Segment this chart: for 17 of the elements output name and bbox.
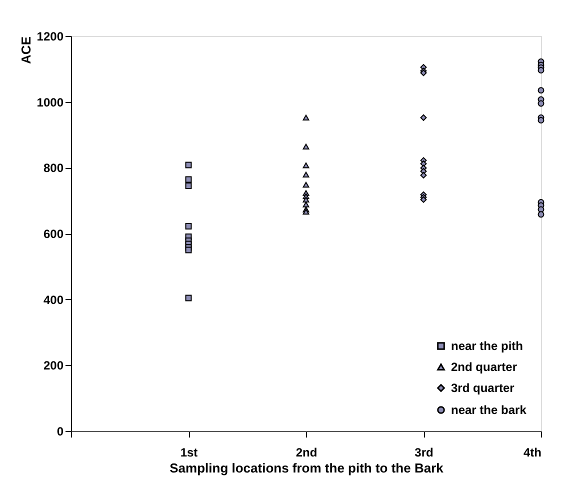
x-tick-label: 1st	[180, 446, 198, 460]
y-tick-label: 1000	[36, 95, 64, 110]
y-axis-title: ACE	[18, 36, 34, 64]
y-tick-label: 200	[43, 358, 64, 373]
y-tick-label: 400	[43, 292, 64, 307]
y-tick-label: 0	[56, 424, 64, 438]
x-tick-label: 3rd	[414, 446, 434, 460]
legend-label: near the pith	[451, 339, 524, 353]
y-tick-label: 1200	[36, 30, 64, 44]
y-tick-label: 800	[43, 161, 64, 176]
legend-label: 2nd quarter	[451, 360, 518, 374]
x-axis-title: Sampling locations from the pith to the Bark	[170, 460, 444, 476]
legend-label: near the bark	[451, 403, 527, 417]
y-tick-label: 600	[43, 227, 64, 241]
x-tick-label: 2nd	[296, 446, 318, 460]
legend-label: 3rd quarter	[451, 381, 515, 395]
x-tick-label: 4th	[524, 446, 542, 460]
